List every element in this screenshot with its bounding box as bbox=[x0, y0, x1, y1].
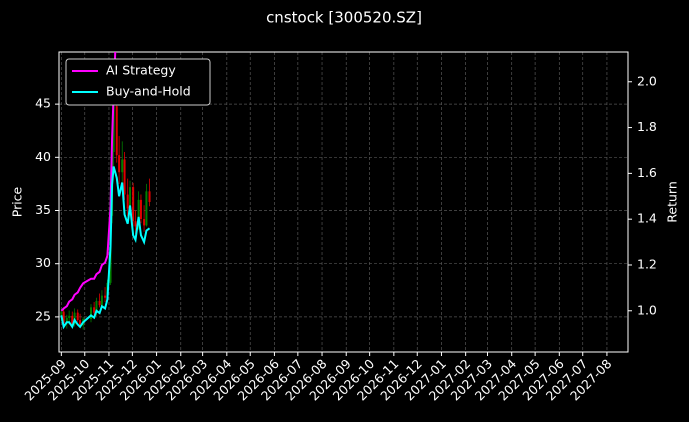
candle-body bbox=[95, 300, 98, 313]
y2-tick-label: 1.0 bbox=[637, 302, 657, 317]
candle-body bbox=[143, 219, 146, 226]
legend-label: Buy-and-Hold bbox=[106, 84, 191, 99]
candle-body bbox=[148, 191, 151, 202]
line-series bbox=[60, 52, 117, 312]
candle-body bbox=[126, 194, 129, 209]
y-tick-label: 45 bbox=[35, 96, 51, 111]
line-series bbox=[60, 166, 151, 330]
candle-body bbox=[145, 191, 148, 226]
candle-body bbox=[76, 312, 79, 321]
candle-body bbox=[79, 320, 82, 326]
candle-body bbox=[118, 155, 121, 173]
candle-body bbox=[112, 106, 115, 152]
candle-body bbox=[104, 295, 107, 298]
candle-body bbox=[134, 221, 137, 227]
y-tick-label: 30 bbox=[35, 255, 51, 270]
y-axis-label: Price bbox=[10, 186, 25, 217]
y2-axis-label: Return bbox=[665, 181, 680, 222]
candle-body bbox=[132, 187, 135, 222]
y2-tick-label: 1.4 bbox=[637, 211, 657, 226]
plot-frame bbox=[58, 51, 629, 353]
y-tick-label: 25 bbox=[35, 308, 51, 323]
legend-label: AI Strategy bbox=[106, 63, 176, 78]
candle-body bbox=[90, 307, 93, 320]
y2-tick-label: 1.8 bbox=[637, 119, 657, 134]
candle-body bbox=[129, 187, 132, 209]
y-tick-label: 35 bbox=[35, 202, 51, 217]
candle-body bbox=[62, 311, 65, 324]
candle-body bbox=[100, 295, 103, 306]
chart-title: cnstock [300520.SZ] bbox=[266, 9, 422, 27]
legend-box bbox=[65, 58, 211, 106]
candle-body bbox=[98, 300, 101, 306]
y-tick-label: 40 bbox=[35, 149, 51, 164]
candle-body bbox=[65, 317, 68, 324]
y2-tick-label: 1.6 bbox=[637, 165, 657, 180]
candle-body bbox=[123, 159, 126, 195]
y2-tick-label: 2.0 bbox=[637, 73, 657, 88]
candle-body bbox=[93, 307, 96, 313]
candle-body bbox=[68, 315, 71, 318]
candle-body bbox=[60, 311, 63, 315]
candle-body bbox=[121, 159, 124, 173]
y2-tick-label: 1.2 bbox=[637, 256, 657, 271]
candle-body bbox=[71, 315, 74, 325]
candle-body bbox=[139, 199, 142, 220]
candle-body bbox=[115, 106, 118, 156]
plot-area bbox=[60, 52, 151, 330]
candle-body bbox=[137, 199, 140, 227]
